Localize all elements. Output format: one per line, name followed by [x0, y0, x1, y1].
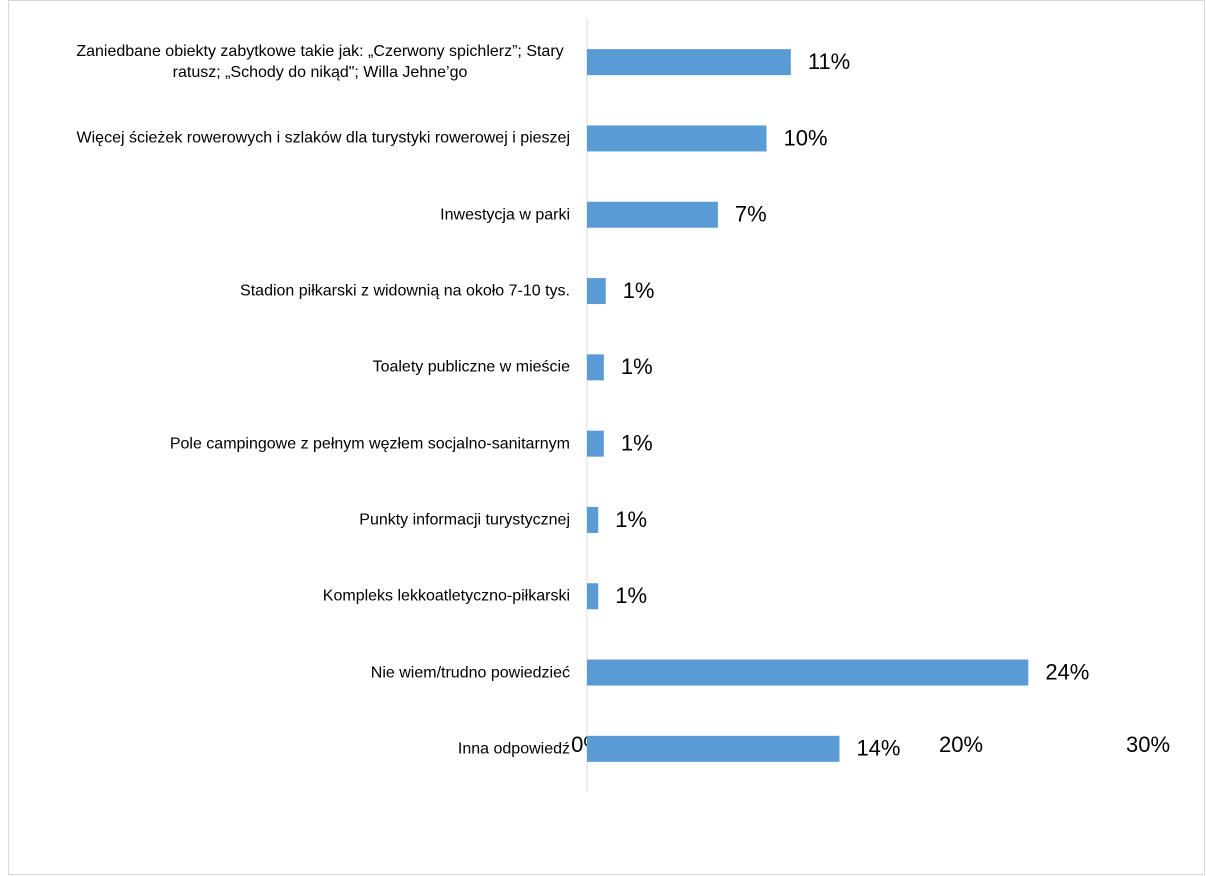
bar: [587, 659, 1029, 686]
data-label: 24%: [1045, 659, 1089, 684]
category-label-box: Inwestycja w parki: [70, 204, 570, 225]
bar: [587, 125, 767, 152]
data-label: 1%: [623, 278, 655, 303]
category-label-box: Pole campingowe z pełnym węzłem socjalno…: [70, 433, 570, 454]
y-tick-label: Punkty informacji turystycznej: [359, 511, 570, 529]
chart-border: [8, 0, 1205, 875]
bar: [587, 354, 604, 381]
data-label: 10%: [784, 125, 828, 150]
bar: [587, 583, 599, 610]
y-tick-label: Kompleks lekkoatletyczno-piłkarski: [322, 587, 570, 605]
category-label-box: Zaniedbane obiekty zabytkowe takie jak: …: [70, 41, 570, 83]
bar: [587, 201, 718, 228]
y-tick-label: Stadion piłkarski z widownią na około 7-…: [240, 282, 570, 300]
y-tick-label: Więcej ścieżek rowerowych i szlaków dla …: [76, 129, 570, 147]
category-label-box: Inna odpowiedź: [70, 738, 570, 759]
bar: [587, 430, 604, 457]
x-tick-label: 20%: [939, 732, 983, 757]
category-label-box: Stadion piłkarski z widownią na około 7-…: [70, 281, 570, 302]
data-label: 1%: [621, 354, 653, 379]
y-tick-label: Zaniedbane obiekty zabytkowe takie jak: …: [76, 43, 564, 82]
x-tick-label: 30%: [1126, 732, 1170, 757]
y-tick-label: Inwestycja w parki: [440, 206, 570, 224]
category-label-box: Więcej ścieżek rowerowych i szlaków dla …: [70, 128, 570, 149]
y-tick-label: Nie wiem/trudno powiedzieć: [370, 664, 570, 682]
category-label-box: Kompleks lekkoatletyczno-piłkarski: [70, 586, 570, 607]
category-label-box: Toalety publiczne w mieście: [70, 357, 570, 378]
data-label: 7%: [735, 202, 767, 227]
bar: [587, 49, 791, 76]
y-tick-label: Inna odpowiedź: [457, 740, 570, 758]
category-label-box: Nie wiem/trudno powiedzieć: [70, 662, 570, 683]
y-tick-label: Toalety publiczne w mieście: [372, 358, 570, 376]
data-label: 1%: [615, 507, 647, 532]
data-label: 1%: [615, 583, 647, 608]
y-tick-label: Pole campingowe z pełnym węzłem socjalno…: [169, 435, 570, 453]
data-label: 11%: [808, 49, 850, 74]
bar: [587, 506, 599, 533]
data-label: 1%: [621, 430, 653, 455]
bar: [587, 278, 606, 305]
data-label: 14%: [856, 736, 900, 761]
bar: [587, 735, 840, 762]
category-label-box: Punkty informacji turystycznej: [70, 509, 570, 530]
